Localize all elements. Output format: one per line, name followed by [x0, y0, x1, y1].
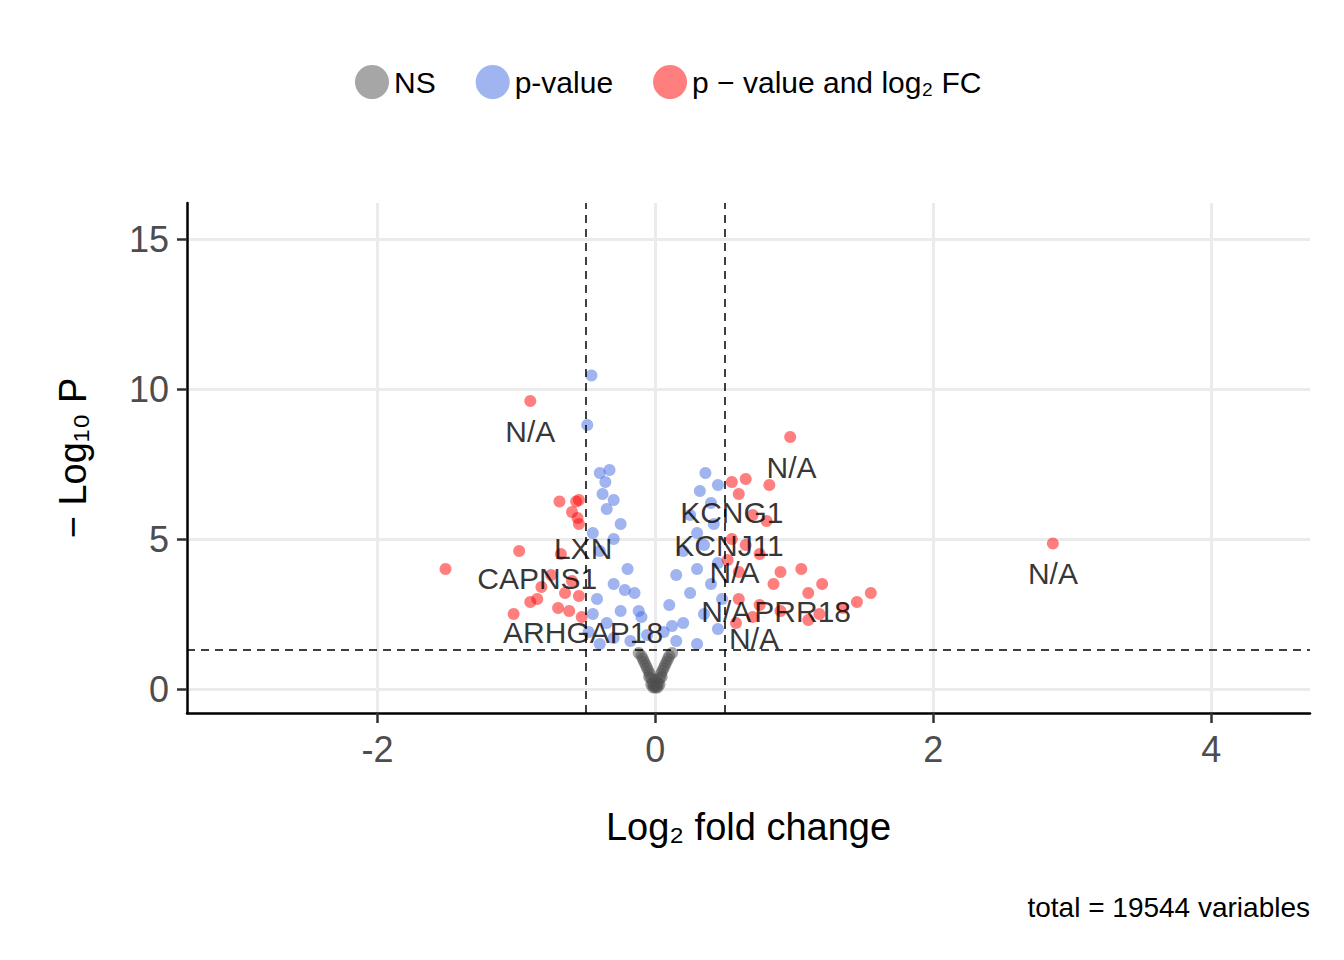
- svg-text:4: 4: [1201, 729, 1221, 770]
- svg-text:-2: -2: [361, 729, 393, 770]
- svg-text:N/A: N/A: [767, 451, 817, 484]
- svg-text:KCNG1: KCNG1: [680, 496, 783, 529]
- svg-text:p-value: p-value: [515, 66, 613, 99]
- svg-text:LXN: LXN: [554, 532, 612, 565]
- svg-text:NS: NS: [394, 66, 436, 99]
- svg-text:KCNJ11: KCNJ11: [674, 528, 784, 562]
- svg-text:0: 0: [149, 669, 169, 710]
- svg-text:total = 19544 variables: total = 19544 variables: [1027, 892, 1310, 923]
- svg-text:10: 10: [129, 369, 169, 410]
- svg-text:15: 15: [129, 219, 169, 260]
- svg-text:N/A: N/A: [505, 415, 555, 448]
- svg-text:CAPNS1: CAPNS1: [477, 562, 597, 595]
- svg-text:0: 0: [645, 729, 665, 770]
- svg-text:N/A: N/A: [710, 556, 760, 589]
- svg-text:N/A: N/A: [1028, 557, 1078, 590]
- svg-text:ARHGAP18: ARHGAP18: [503, 616, 663, 649]
- html-text:N/A PRR18: N/A PRR18: [701, 594, 852, 628]
- svg-text:p − value and log₂ FC: p − value and log₂ FC: [692, 66, 981, 99]
- svg-text:Log₂ fold change: Log₂ fold change: [606, 806, 891, 848]
- svg-text:N/A: N/A: [729, 622, 779, 655]
- svg-text:2: 2: [923, 729, 943, 770]
- svg-text:− Log₁₀ P: − Log₁₀ P: [52, 378, 94, 539]
- svg-text:5: 5: [149, 519, 169, 560]
